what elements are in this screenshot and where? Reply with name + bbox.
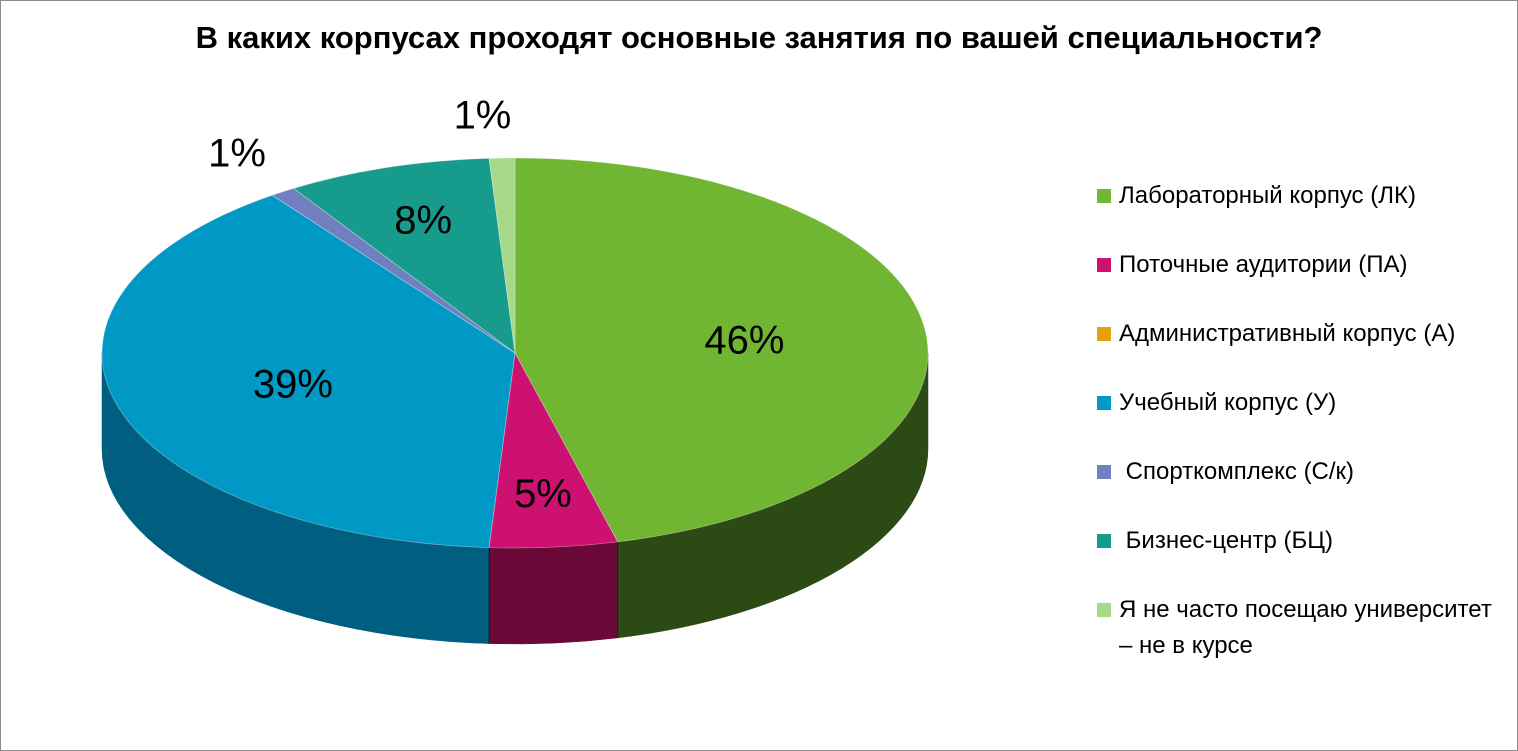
pie-side-поточные-аудитории-па [488, 541, 618, 645]
pie-slice-бизнес-центр-бц [292, 157, 516, 354]
pie-slice-поточные-аудитории-па [488, 351, 619, 549]
legend-item: Административный корпус (А) [1097, 316, 1507, 385]
legend-label: Поточные аудитории (ПА) [1119, 251, 1408, 278]
legend-label: Учебный корпус (У) [1119, 389, 1337, 416]
legend-swatch [1097, 603, 1111, 617]
pie-chart: 46% 5% 39% 1% 8% 1% [101, 94, 929, 645]
legend-label: Административный корпус (А) [1119, 320, 1456, 347]
data-label-бизнес-центр-бц: 8% [394, 198, 452, 242]
legend-item: Спорткомплекс (С/к) [1097, 454, 1507, 523]
legend: Лабораторный корпус (ЛК) Поточные аудитор… [1097, 178, 1507, 661]
data-label-учебный-корпус-у: 39% [253, 362, 333, 406]
legend-label: Спорткомплекс (С/к) [1119, 458, 1355, 485]
pie-slice-учебный-корпус-у [101, 194, 516, 549]
data-label-поточные-аудитории-па: 5% [514, 472, 572, 516]
pie-slice-спорткомплекс-с-к [271, 187, 516, 354]
legend-item: Поточные аудитории (ПА) [1097, 247, 1507, 316]
chart-title: В каких корпусах проходят основные занят… [195, 20, 1323, 55]
legend-item: Бизнес-центр (БЦ) [1097, 523, 1507, 592]
legend-swatch [1097, 327, 1111, 341]
data-label-я-не-часто-посещаю-университет-не-в-курсе: 1% [454, 94, 512, 138]
legend-swatch [1097, 258, 1111, 272]
legend-label: Лабораторный корпус (ЛК) [1119, 182, 1416, 209]
legend-swatch [1097, 534, 1111, 548]
legend-label: Бизнес-центр (БЦ) [1119, 527, 1333, 554]
legend-swatch [1097, 396, 1111, 410]
legend-item: Я не часто посещаю университет – не в ку… [1097, 592, 1507, 661]
data-label-лабораторный-корпус-лк: 46% [704, 318, 784, 362]
pie-slice-лабораторный-корпус-лк [514, 157, 929, 543]
pie-slice-я-не-часто-посещаю-университет-не-в-курсе [488, 157, 516, 354]
legend-swatch [1097, 465, 1111, 479]
legend-item: Учебный корпус (У) [1097, 385, 1507, 454]
legend-swatch [1097, 189, 1111, 203]
data-label-спорткомплекс-с-к: 1% [208, 131, 266, 175]
legend-label: Я не часто посещаю университет – не в ку… [1119, 596, 1499, 659]
legend-item: Лабораторный корпус (ЛК) [1097, 178, 1507, 247]
